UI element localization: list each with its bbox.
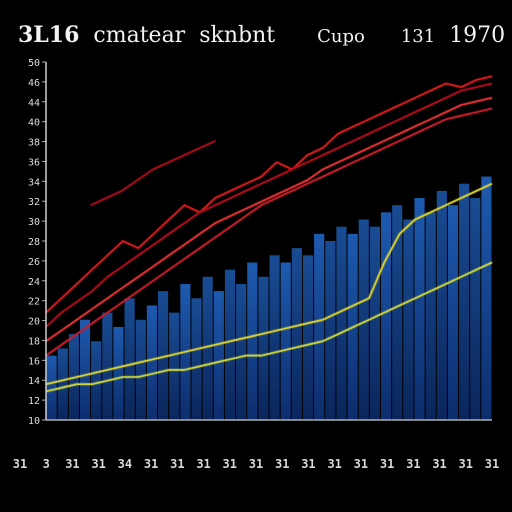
y-tick-label: 40 <box>28 118 40 129</box>
bar <box>358 219 369 420</box>
title-part: sknbnt <box>199 23 276 48</box>
y-tick-label: 36 <box>28 157 40 168</box>
bar <box>124 298 135 420</box>
bar <box>381 212 392 420</box>
x-tick-label: 31 <box>327 457 341 471</box>
bar <box>470 198 481 420</box>
bar <box>392 205 403 420</box>
bar <box>302 255 314 420</box>
y-tick-label: 30 <box>28 217 40 228</box>
bar <box>369 226 380 420</box>
bar <box>79 319 91 420</box>
y-tick-label: 26 <box>28 257 40 268</box>
bar <box>102 312 113 420</box>
x-tick-label: 31 <box>249 457 263 471</box>
x-tick-label: 34 <box>118 457 132 471</box>
bar <box>146 305 157 420</box>
bar <box>158 291 169 420</box>
bar <box>425 212 436 420</box>
y-tick-label: 34 <box>28 177 40 188</box>
y-tick-label: 12 <box>28 396 40 407</box>
y-axis-ticks: 50 46 44 40 38 36 34 32 30 28 26 24 22 20 18 16 14 12 10 <box>28 58 46 427</box>
y-tick-label: 18 <box>28 336 40 347</box>
bar <box>224 269 236 420</box>
title-part: cmatear <box>93 23 186 48</box>
x-tick-label: 31 <box>65 457 79 471</box>
bar <box>481 176 492 420</box>
series-line <box>45 182 493 385</box>
x-tick-label: 3 <box>43 457 50 471</box>
x-tick-label: 31 <box>196 457 210 471</box>
bar <box>46 355 57 420</box>
bar <box>403 219 414 420</box>
bar <box>269 255 280 420</box>
y-tick-label: 16 <box>28 356 40 367</box>
x-tick-label: 31 <box>144 457 158 471</box>
bar <box>414 198 425 420</box>
bar <box>57 348 68 420</box>
title-part: 131 <box>400 26 436 47</box>
bar <box>213 291 224 420</box>
series-line <box>45 82 493 328</box>
y-tick-label: 38 <box>28 138 40 149</box>
series-line <box>45 97 493 342</box>
y-tick-label: 50 <box>28 58 40 69</box>
title-part: 3L16 <box>18 22 80 48</box>
line-series <box>45 75 493 393</box>
title-part: Cupo <box>317 26 365 47</box>
y-tick-label: 20 <box>28 317 40 328</box>
x-tick-label: 31 <box>170 457 184 471</box>
y-tick-label: 24 <box>28 277 40 288</box>
bar <box>436 190 447 420</box>
bar-series <box>46 176 492 420</box>
bar <box>247 262 258 420</box>
y-tick-label: 14 <box>28 376 40 387</box>
bar <box>113 326 124 420</box>
bar <box>325 241 336 420</box>
bar <box>336 226 347 420</box>
series-line <box>45 261 493 393</box>
bar <box>135 319 146 420</box>
x-tick-label: 31 <box>13 457 27 471</box>
y-tick-label: 32 <box>28 197 40 208</box>
bar <box>459 183 470 420</box>
bar <box>314 233 325 420</box>
series-line <box>45 75 493 314</box>
x-tick-label: 31 <box>432 457 446 471</box>
x-tick-label: 31 <box>354 457 368 471</box>
x-tick-label: 31 <box>301 457 315 471</box>
bar <box>280 262 291 420</box>
bar <box>202 276 213 420</box>
bar <box>447 205 459 420</box>
x-axis-ticks: 31 3 31 31 34 31 31 31 31 31 31 31 31 31 31 31 31 31 31 <box>13 457 499 471</box>
series-line <box>45 107 493 357</box>
bar <box>191 298 202 420</box>
x-tick-label: 31 <box>91 457 105 471</box>
title-part: 1970 <box>449 23 506 48</box>
x-tick-label: 31 <box>380 457 394 471</box>
x-tick-label: 31 <box>223 457 237 471</box>
bar <box>169 312 180 420</box>
series-line <box>90 140 216 206</box>
bar <box>258 276 269 420</box>
y-tick-label: 28 <box>28 237 40 248</box>
x-tick-label: 31 <box>459 457 473 471</box>
bar <box>291 248 302 420</box>
y-tick-label: 46 <box>28 78 40 89</box>
bar <box>91 341 102 420</box>
y-tick-label: 22 <box>28 297 40 308</box>
y-tick-label: 44 <box>28 98 40 109</box>
x-tick-label: 31 <box>406 457 420 471</box>
bar <box>236 283 247 420</box>
y-tick-label: 10 <box>28 416 40 427</box>
x-tick-label: 31 <box>275 457 289 471</box>
x-tick-label: 31 <box>485 457 499 471</box>
chart-title: 3L16 cmatear sknbnt Cupo 131 1970 <box>18 22 505 50</box>
